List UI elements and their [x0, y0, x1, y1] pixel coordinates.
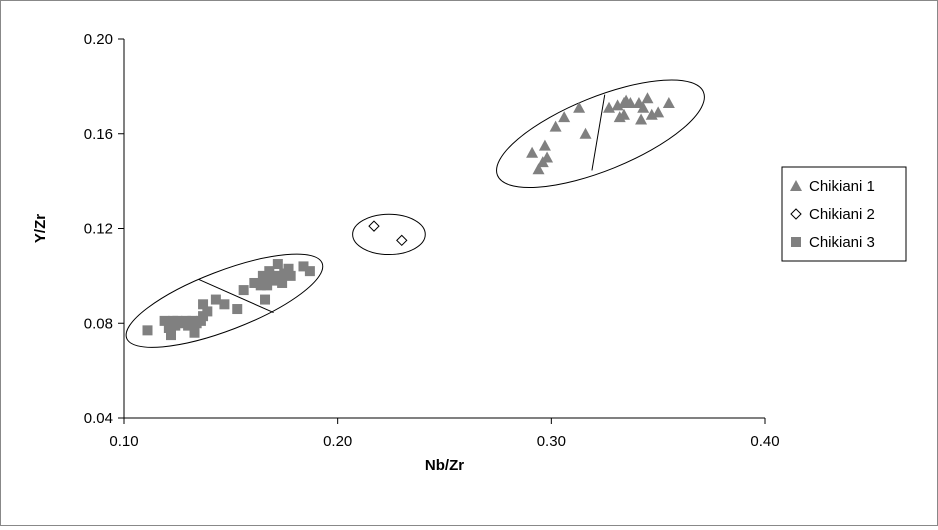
data-point — [558, 111, 571, 123]
data-point — [635, 113, 648, 125]
y-tick-label: 0.16 — [84, 126, 113, 143]
y-tick-label: 0.08 — [84, 315, 113, 332]
data-point — [272, 259, 283, 270]
legend-marker-diamond — [790, 208, 802, 220]
legend-label: Chikiani 1 — [809, 178, 875, 195]
plot-axes — [123, 39, 765, 419]
data-point — [573, 101, 586, 113]
data-point — [298, 261, 309, 272]
y-tick-label: 0.20 — [84, 31, 113, 48]
data-points — [142, 92, 675, 341]
data-point — [202, 306, 213, 317]
y-tick-label: 0.04 — [84, 410, 113, 427]
legend-marker-square — [791, 237, 801, 247]
data-point — [283, 263, 294, 274]
data-point — [264, 266, 275, 277]
legend-label: Chikiani 2 — [809, 206, 875, 223]
data-point — [662, 96, 675, 108]
legend-item-chikiani-2: Chikiani 2 — [790, 206, 875, 223]
data-point — [641, 92, 654, 104]
y-tick-label: 0.12 — [84, 221, 113, 238]
data-point — [368, 220, 380, 232]
series-chikiani-1 — [526, 92, 675, 175]
data-point — [249, 277, 260, 288]
data-point — [652, 106, 665, 118]
data-point — [159, 315, 170, 326]
group-ellipse — [125, 253, 324, 348]
data-point — [219, 299, 230, 310]
group-annotations — [125, 79, 705, 348]
legend-label: Chikiani 3 — [809, 234, 875, 251]
x-tick-label: 0.40 — [750, 433, 779, 450]
data-point — [285, 270, 296, 281]
data-point — [526, 146, 539, 158]
data-point — [549, 120, 562, 132]
data-point — [255, 280, 266, 291]
data-point — [538, 139, 551, 151]
legend-marker-shape — [790, 180, 802, 191]
legend-item-chikiani-3: Chikiani 3 — [791, 234, 875, 251]
data-point — [270, 270, 281, 281]
data-point — [210, 294, 221, 305]
data-point — [603, 101, 616, 113]
legend-marker-shape — [790, 208, 802, 220]
data-point — [232, 304, 243, 315]
series-chikiani-3 — [142, 259, 315, 341]
data-point — [257, 270, 268, 281]
data-point — [637, 101, 650, 113]
x-tick-label: 0.20 — [323, 433, 352, 450]
data-point — [262, 280, 273, 291]
data-point — [142, 325, 153, 336]
legend-item-chikiani-1: Chikiani 1 — [790, 178, 875, 195]
x-tick-label: 0.30 — [537, 433, 566, 450]
x-tick-label: 0.10 — [109, 433, 138, 450]
data-point — [189, 327, 200, 338]
divider-line — [198, 278, 274, 314]
axis-ticks: 0.04 0.08 0.12 0.16 0.20 0.10 0.20 0.30 0.40 — [84, 31, 780, 450]
y-axis-title: Y/Zr — [32, 214, 49, 243]
data-point — [541, 151, 554, 163]
divider-line — [591, 94, 606, 171]
legend-box — [781, 166, 907, 262]
data-point — [166, 330, 177, 341]
data-point — [260, 294, 271, 305]
data-point — [238, 285, 249, 296]
data-point — [617, 108, 630, 120]
data-point — [304, 266, 315, 277]
data-point — [198, 299, 209, 310]
series-chikiani-2 — [368, 220, 408, 247]
legend-marker-shape — [791, 237, 801, 247]
data-point — [532, 163, 545, 175]
data-point — [163, 322, 174, 333]
data-point — [396, 234, 408, 247]
data-point — [277, 277, 288, 288]
group-ellipse — [496, 79, 705, 189]
legend: Chikiani 1 Chikiani 2 Chikiani 3 — [781, 166, 907, 262]
data-point — [624, 96, 637, 108]
data-point — [579, 127, 592, 139]
x-axis-title: Nb/Zr — [425, 457, 464, 474]
group-ellipse — [352, 213, 426, 256]
legend-marker-triangle — [790, 180, 802, 191]
